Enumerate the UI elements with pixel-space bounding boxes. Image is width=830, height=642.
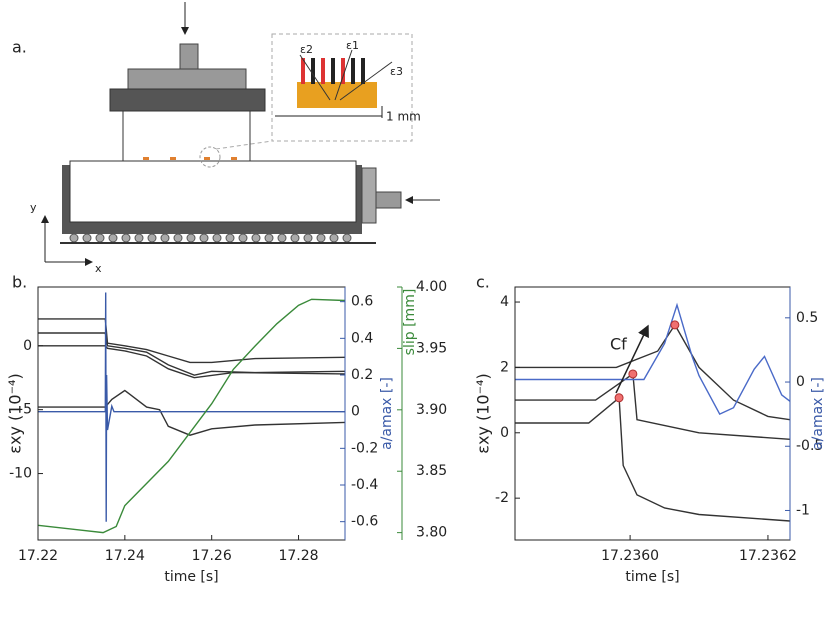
- y-tick-label: 2: [500, 359, 509, 375]
- x-label: time [s]: [164, 569, 218, 585]
- axis-y-label: y: [30, 201, 37, 214]
- x-label: time [s]: [625, 569, 679, 585]
- y2-label: a/amax [-]: [379, 377, 395, 450]
- line-series: [38, 389, 345, 436]
- y2-tick-label: -0.4: [351, 477, 378, 493]
- line-series: [515, 302, 790, 416]
- y2-tick-label: -0.6: [351, 514, 378, 530]
- axis-x-label: x: [95, 262, 102, 275]
- y-tick-label: 4: [500, 294, 509, 310]
- y3-tick-label: 4.00: [416, 279, 447, 295]
- annotation: Cf: [610, 335, 627, 354]
- y2-tick-label: -0.2: [351, 440, 378, 456]
- gauge-label: ε3: [390, 65, 403, 78]
- y-tick-label: -5: [18, 402, 32, 418]
- y3-tick-label: 3.90: [416, 402, 447, 418]
- y3-tick-label: 3.85: [416, 463, 447, 479]
- line-series: [38, 332, 345, 376]
- x-tick-label: 17.26: [192, 548, 232, 564]
- panel-label: a.: [12, 38, 27, 57]
- y2-tick-label: 0.6: [351, 294, 373, 310]
- panel-label: c.: [476, 273, 490, 292]
- y2-tick-label: -0.5: [796, 438, 823, 454]
- y-tick-label: -10: [9, 466, 32, 482]
- y2-tick-label: 0: [796, 374, 805, 390]
- y2-label: a/amax [-]: [810, 377, 826, 450]
- plot-frame: [37, 286, 346, 541]
- y-label: εxy (10⁻⁴): [474, 373, 493, 453]
- x-tick-label: 17.22: [18, 548, 58, 564]
- y-tick-label: -2: [495, 490, 509, 506]
- y2-tick-label: 0.2: [351, 367, 373, 383]
- y2-tick-label: 0: [351, 404, 360, 420]
- y-tick-label: 0: [23, 338, 32, 354]
- y3-tick-label: 3.80: [416, 525, 447, 541]
- marker: [614, 393, 624, 403]
- line-series: [38, 292, 345, 522]
- x-tick-label: 17.28: [278, 548, 318, 564]
- y3-label: slip [mm]: [402, 289, 418, 356]
- annotation-arrow: [615, 324, 649, 394]
- schematic: a. b. c. y x ε2 ε1 ε3 1 mm: [12, 2, 490, 292]
- line-series: [515, 396, 790, 522]
- marker: [670, 320, 680, 330]
- line-series: [38, 318, 345, 364]
- scale-label: 1 mm: [386, 110, 421, 124]
- line-series: [515, 372, 790, 440]
- panel-label: b.: [12, 273, 27, 292]
- x-tick-label: 17.24: [105, 548, 145, 564]
- gauge-label: ε1: [346, 39, 359, 52]
- y-label: εxy (10⁻⁴): [6, 373, 25, 453]
- gauge-label: ε2: [300, 43, 313, 56]
- y2-tick-label: -1: [796, 502, 810, 518]
- y2-tick-label: 0.4: [351, 330, 373, 346]
- y-tick-label: 0: [500, 425, 509, 441]
- line-series: [515, 323, 790, 421]
- line-series: [38, 298, 345, 534]
- x-tick-label: 17.2360: [601, 548, 659, 564]
- marker: [628, 369, 638, 379]
- y2-tick-label: 0.5: [796, 310, 818, 326]
- x-tick-label: 17.2362: [739, 548, 797, 564]
- y3-tick-label: 3.95: [416, 340, 447, 356]
